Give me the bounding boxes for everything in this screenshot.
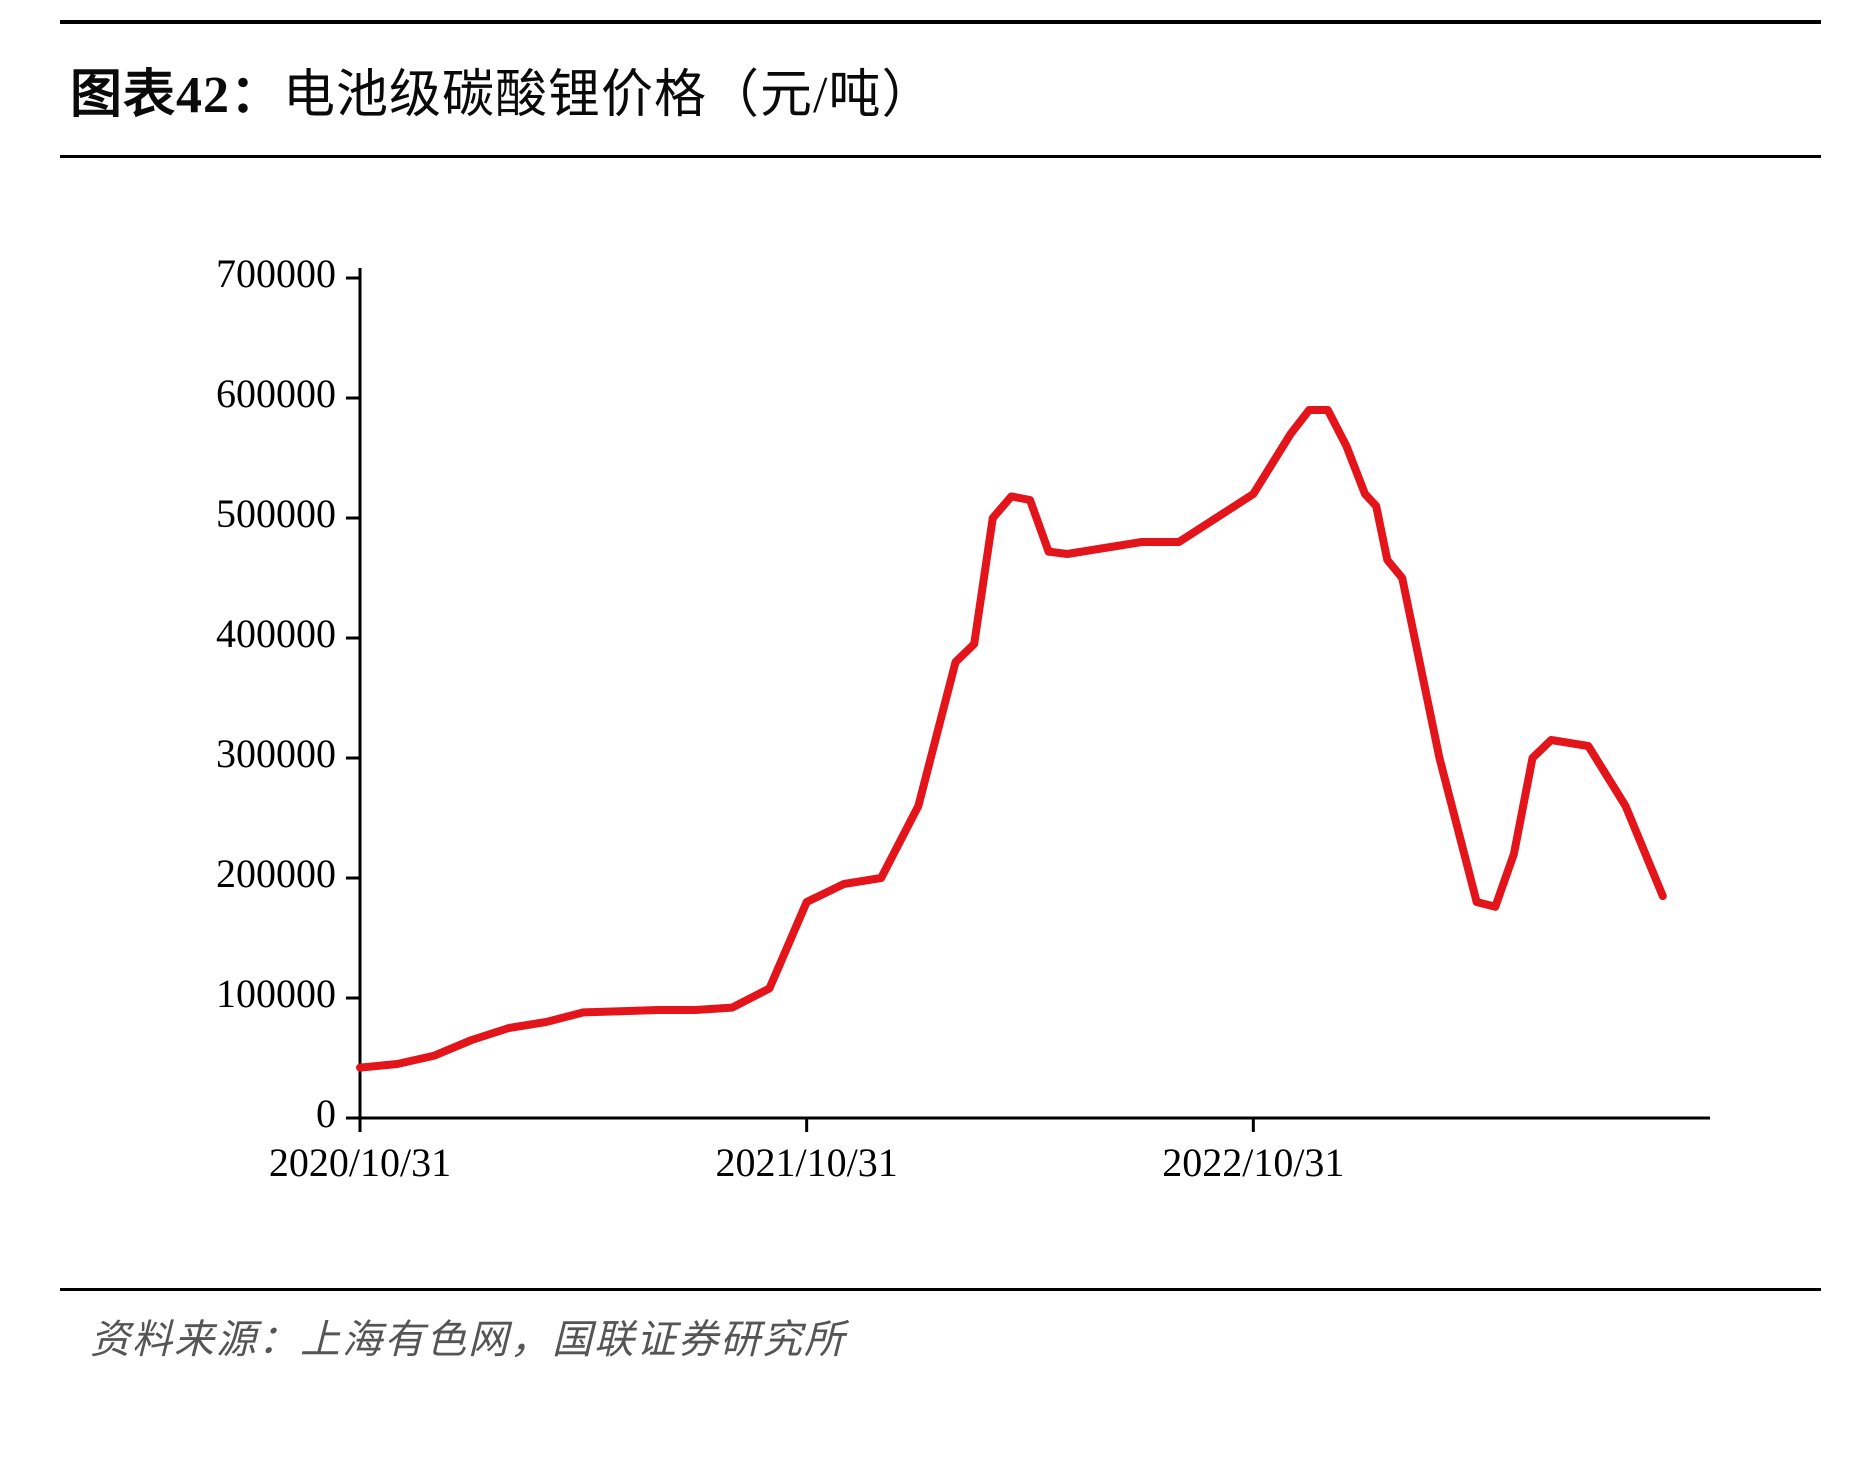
page-container: 图表42：电池级碳酸锂价格（元/吨） 0 100000 200000 300000 40… — [0, 0, 1861, 1465]
y-tick-label: 0 — [316, 1091, 336, 1136]
x-tick-label: 2021/10/31 — [716, 1140, 898, 1185]
y-tick-label: 500000 — [216, 491, 336, 536]
chart-title-prefix: 图表42： — [70, 67, 283, 124]
x-tick-label: 2020/10/31 — [269, 1140, 451, 1185]
x-tick-label: 2022/10/31 — [1162, 1140, 1344, 1185]
y-tick-label: 300000 — [216, 731, 336, 776]
chart-title-main: 电池级碳酸锂价格（元/吨） — [283, 67, 934, 124]
chart-title: 图表42：电池级碳酸锂价格（元/吨） — [70, 52, 1821, 127]
y-tick-label: 200000 — [216, 851, 336, 896]
y-tick-label: 400000 — [216, 611, 336, 656]
chart-area: 0 100000 200000 300000 400000 500000 600000 700… — [180, 248, 1740, 1228]
chart-title-block: 图表42：电池级碳酸锂价格（元/吨） — [60, 20, 1821, 158]
y-tick-label: 600000 — [216, 371, 336, 416]
source-label: 资料来源：上海有色网，国联证券研究所 — [60, 1291, 1821, 1365]
line-chart: 0 100000 200000 300000 400000 500000 600000 700… — [180, 248, 1740, 1228]
y-tick-label: 700000 — [216, 251, 336, 296]
y-tick-label: 100000 — [216, 971, 336, 1016]
